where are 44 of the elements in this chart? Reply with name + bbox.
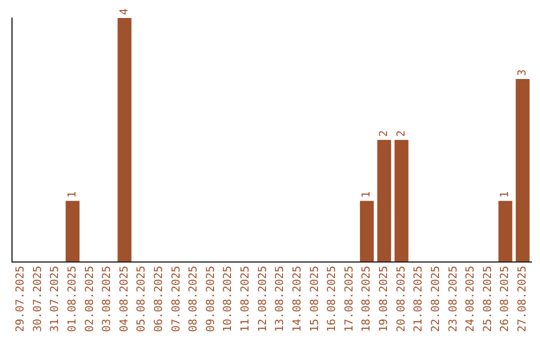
data-label: 2 xyxy=(377,130,390,137)
x-tick-label: 24.08.2025 xyxy=(464,266,477,332)
x-tick-label: 03.08.2025 xyxy=(100,266,114,332)
data-label: 1 xyxy=(360,191,373,198)
data-label: 1 xyxy=(498,191,512,198)
bar xyxy=(516,78,530,262)
x-tick-label: 01.08.2025 xyxy=(65,266,78,332)
x-tick-label: 20.08.2025 xyxy=(394,266,408,332)
x-tick-label: 11.08.2025 xyxy=(238,266,252,332)
x-tick-label: 06.08.2025 xyxy=(152,266,165,332)
x-tick-label: 09.08.2025 xyxy=(204,266,217,332)
x-tick-label: 18.08.2025 xyxy=(360,266,373,332)
bar xyxy=(118,18,132,262)
x-tick-label: 07.08.2025 xyxy=(169,266,182,332)
x-tick-label: 19.08.2025 xyxy=(377,266,390,332)
x-tick-label: 30.07.2025 xyxy=(30,266,44,332)
x-tick-label: 13.08.2025 xyxy=(273,266,286,332)
x-tick-label: 17.08.2025 xyxy=(342,266,356,332)
x-tick-label: 29.07.2025 xyxy=(14,266,27,332)
x-tick-label: 10.08.2025 xyxy=(221,266,234,332)
x-tick-label: 31.07.2025 xyxy=(48,266,62,332)
x-tick-label: 25.08.2025 xyxy=(480,266,494,332)
data-label: 3 xyxy=(516,69,529,76)
x-tick-label: 16.08.2025 xyxy=(325,266,338,332)
x-tick-label: 15.08.2025 xyxy=(308,266,321,332)
data-label: 4 xyxy=(117,8,130,15)
x-tick-label: 12.08.2025 xyxy=(256,266,269,332)
x-tick-label: 22.08.2025 xyxy=(428,266,442,332)
data-label: 2 xyxy=(394,130,408,137)
x-tick-label: 21.08.2025 xyxy=(412,266,425,332)
x-tick-label: 05.08.2025 xyxy=(134,266,148,332)
x-tick-label: 23.08.2025 xyxy=(446,266,460,332)
bar xyxy=(394,140,408,262)
x-tick-label: 26.08.2025 xyxy=(498,266,512,332)
bar xyxy=(498,200,512,262)
x-tick-label: 27.08.2025 xyxy=(516,266,529,332)
x-tick-label: 08.08.2025 xyxy=(186,266,200,332)
x-tick-label: 14.08.2025 xyxy=(290,266,304,332)
data-label: 1 xyxy=(65,191,78,198)
bar xyxy=(360,200,374,262)
x-tick-label: 02.08.2025 xyxy=(82,266,96,332)
x-tick-label: 04.08.2025 xyxy=(117,266,130,332)
bar xyxy=(377,140,392,262)
bar xyxy=(66,200,80,262)
